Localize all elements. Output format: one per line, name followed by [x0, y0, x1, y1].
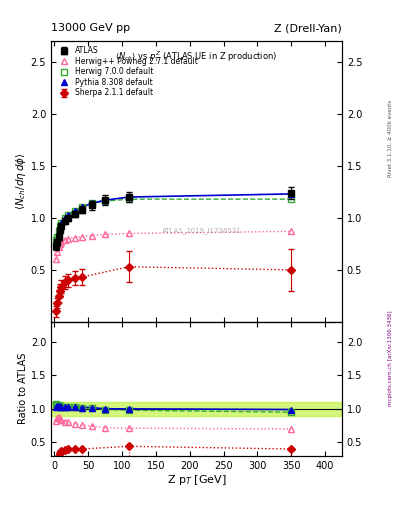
Herwig 7.0.0 default: [53, 237, 58, 243]
Herwig 7.0.0 default: [127, 196, 131, 202]
Herwig 7.0.0 default: [59, 220, 64, 226]
Herwig++ Powheg 2.7.1 default: [57, 241, 62, 247]
Line: Herwig++ Powheg 2.7.1 default: Herwig++ Powheg 2.7.1 default: [52, 228, 295, 263]
Pythia 8.308 default: [62, 215, 67, 221]
Herwig 7.0.0 default: [56, 228, 61, 234]
Herwig 7.0.0 default: [89, 200, 94, 206]
Herwig 7.0.0 default: [66, 211, 70, 218]
Pythia 8.308 default: [57, 224, 62, 230]
Herwig 7.0.0 default: [62, 215, 67, 221]
Herwig 7.0.0 default: [57, 223, 62, 229]
Y-axis label: Ratio to ATLAS: Ratio to ATLAS: [18, 353, 28, 424]
Y-axis label: $\langle N_{ch}/d\eta\, d\phi\rangle$: $\langle N_{ch}/d\eta\, d\phi\rangle$: [14, 153, 28, 210]
Herwig++ Powheg 2.7.1 default: [103, 231, 108, 238]
Pythia 8.308 default: [79, 204, 84, 210]
Pythia 8.308 default: [89, 200, 94, 206]
Pythia 8.308 default: [289, 191, 294, 197]
Herwig++ Powheg 2.7.1 default: [59, 239, 64, 245]
Text: 13000 GeV pp: 13000 GeV pp: [51, 23, 130, 33]
Herwig++ Powheg 2.7.1 default: [66, 236, 70, 242]
Herwig++ Powheg 2.7.1 default: [72, 234, 77, 241]
Herwig++ Powheg 2.7.1 default: [55, 249, 59, 255]
Pythia 8.308 default: [103, 197, 108, 203]
Pythia 8.308 default: [66, 211, 70, 218]
Herwig++ Powheg 2.7.1 default: [89, 232, 94, 239]
Herwig++ Powheg 2.7.1 default: [289, 228, 294, 234]
Herwig 7.0.0 default: [79, 204, 84, 210]
Herwig++ Powheg 2.7.1 default: [53, 257, 58, 263]
Text: mcplots.cern.ch [arXiv:1306.3436]: mcplots.cern.ch [arXiv:1306.3436]: [388, 311, 393, 406]
Text: $\langle N_{ch}\rangle$ vs $p_T^Z$ (ATLAS UE in Z production): $\langle N_{ch}\rangle$ vs $p_T^Z$ (ATLA…: [116, 49, 277, 65]
Herwig++ Powheg 2.7.1 default: [56, 244, 61, 250]
Text: Rivet 3.1.10, ≥ 400k events: Rivet 3.1.10, ≥ 400k events: [388, 100, 393, 177]
Line: Pythia 8.308 default: Pythia 8.308 default: [52, 190, 295, 247]
Legend: ATLAS, Herwig++ Powheg 2.7.1 default, Herwig 7.0.0 default, Pythia 8.308 default: ATLAS, Herwig++ Powheg 2.7.1 default, He…: [55, 45, 199, 99]
Herwig++ Powheg 2.7.1 default: [79, 233, 84, 240]
Herwig 7.0.0 default: [55, 233, 59, 240]
Pythia 8.308 default: [72, 207, 77, 214]
X-axis label: Z p$_T$ [GeV]: Z p$_T$ [GeV]: [167, 473, 226, 487]
Line: Herwig 7.0.0 default: Herwig 7.0.0 default: [52, 196, 295, 243]
Pythia 8.308 default: [55, 236, 59, 242]
Pythia 8.308 default: [127, 194, 131, 200]
Herwig++ Powheg 2.7.1 default: [127, 230, 131, 237]
Text: Z (Drell-Yan): Z (Drell-Yan): [274, 23, 342, 33]
Herwig 7.0.0 default: [72, 207, 77, 214]
Text: ATLAS_2019_I1736531: ATLAS_2019_I1736531: [162, 227, 242, 234]
Herwig 7.0.0 default: [103, 198, 108, 204]
Herwig++ Powheg 2.7.1 default: [62, 237, 67, 243]
Pythia 8.308 default: [53, 241, 58, 247]
Pythia 8.308 default: [56, 229, 61, 236]
Pythia 8.308 default: [59, 220, 64, 226]
Herwig 7.0.0 default: [289, 196, 294, 202]
